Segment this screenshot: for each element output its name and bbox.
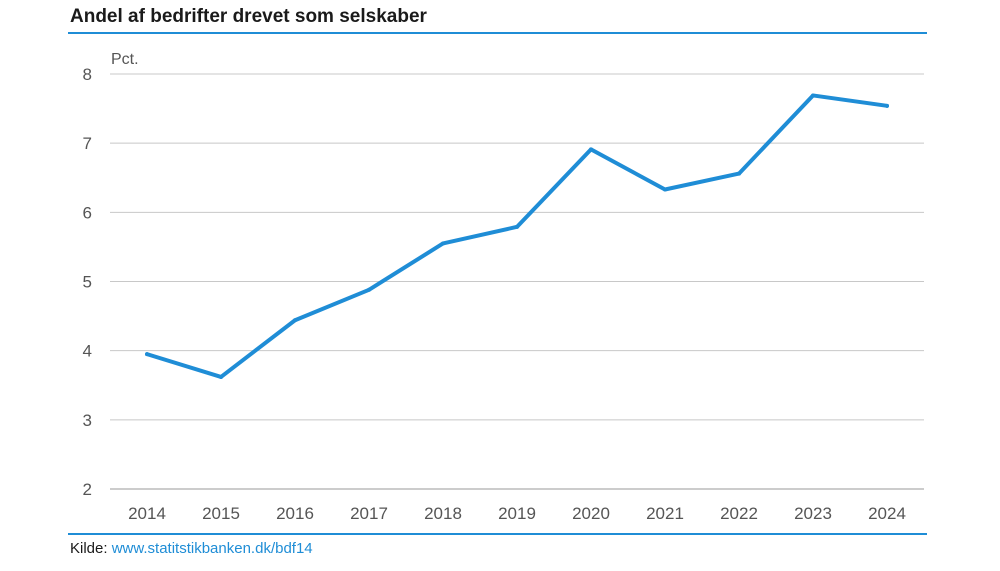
y-tick-label: 4	[83, 342, 92, 361]
x-tick-label: 2015	[202, 504, 240, 523]
x-tick-label: 2017	[350, 504, 388, 523]
y-tick-label: 5	[83, 273, 92, 292]
data-point	[441, 241, 445, 246]
x-tick-label: 2014	[128, 504, 166, 523]
y-tick-label: 2	[83, 480, 92, 499]
source-label: Kilde:	[70, 540, 112, 557]
y-tick-label: 8	[83, 65, 92, 84]
gridlines	[110, 73, 924, 490]
y-axis-unit-label: Pct.	[111, 51, 139, 68]
y-tick-label: 7	[83, 134, 92, 153]
bottom-rule	[68, 533, 927, 535]
x-tick-label: 2023	[794, 504, 832, 523]
x-tick-label: 2022	[720, 504, 758, 523]
y-axis: 2 3 4 5 6 7 8	[83, 65, 92, 499]
x-tick-label: 2016	[276, 504, 314, 523]
series-line	[145, 93, 889, 379]
data-point	[145, 352, 149, 357]
source-note: Kilde: www.statitstikbanken.dk/bdf14	[70, 540, 313, 557]
data-point	[219, 374, 223, 379]
data-point	[589, 147, 593, 152]
series-group	[145, 93, 889, 379]
x-tick-label: 2024	[868, 504, 906, 523]
x-axis: 2014 2015 2016 2017 2018 2019 2020 2021 2022 2023…	[128, 504, 906, 523]
data-point	[737, 171, 741, 176]
x-tick-label: 2021	[646, 504, 684, 523]
x-tick-label: 2018	[424, 504, 462, 523]
chart-title: Andel af bedrifter drevet som selskaber	[70, 6, 427, 27]
data-point	[811, 93, 815, 98]
y-tick-label: 6	[83, 203, 92, 222]
y-tick-label: 3	[83, 411, 92, 430]
data-point	[367, 287, 371, 292]
data-point	[885, 103, 889, 108]
x-tick-label: 2019	[498, 504, 536, 523]
data-point	[293, 318, 297, 323]
top-rule	[68, 32, 927, 34]
x-tick-label: 2020	[572, 504, 610, 523]
data-point	[515, 224, 519, 229]
data-point	[663, 187, 667, 192]
source-link[interactable]: www.statitstikbanken.dk/bdf14	[111, 540, 313, 557]
